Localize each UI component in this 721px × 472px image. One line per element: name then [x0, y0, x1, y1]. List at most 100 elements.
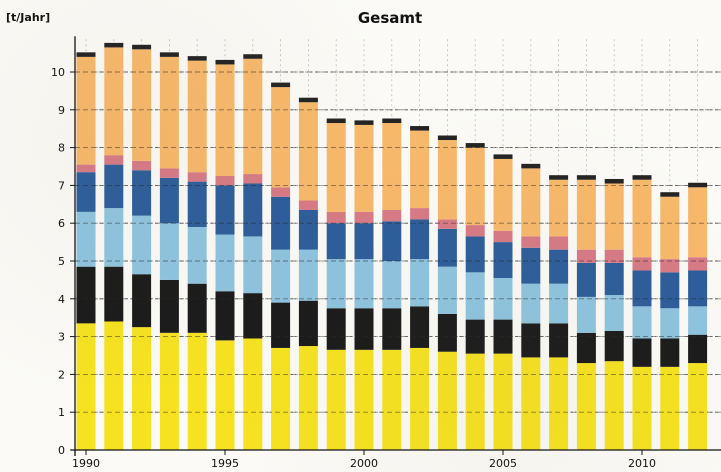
bar-segment	[576, 179, 596, 250]
bar-segment	[298, 97, 318, 103]
bar-segment	[159, 223, 179, 280]
bar-segment	[243, 58, 263, 175]
bar-stack-1998	[298, 97, 318, 450]
bar-segment	[382, 261, 402, 309]
bar-segment	[382, 221, 402, 261]
bar-segment	[549, 283, 569, 324]
bar-segment	[298, 209, 318, 250]
bar-segment	[298, 102, 318, 201]
bar-segment	[660, 366, 680, 450]
bar-segment	[132, 49, 152, 161]
bar-segment	[298, 249, 318, 301]
bar-segment	[437, 228, 457, 267]
bar-segment	[688, 257, 708, 271]
x-tick-label: 1990	[72, 457, 100, 470]
bar-segment	[410, 126, 430, 131]
bar-segment	[271, 347, 291, 450]
bar-segment	[688, 270, 708, 307]
bar-segment	[243, 183, 263, 237]
bar-segment	[632, 366, 652, 450]
bar-segment	[604, 330, 624, 362]
bar-segment	[243, 236, 263, 294]
bar-segment	[354, 308, 374, 350]
bar-segment	[604, 249, 624, 263]
bar-stack-2002	[410, 126, 430, 450]
bar-segment	[104, 47, 124, 156]
bar-stack-2005	[493, 154, 513, 450]
bar-segment	[104, 42, 124, 48]
bar-segment	[187, 172, 207, 182]
bar-segment	[326, 308, 346, 350]
bar-segment	[576, 332, 596, 364]
bar-segment	[243, 54, 263, 59]
bar-segment	[576, 249, 596, 263]
bar-segment	[549, 323, 569, 358]
bar-segment	[326, 259, 346, 309]
bar-segment	[354, 223, 374, 260]
bar-segment	[104, 321, 124, 450]
bar-segment	[521, 357, 541, 450]
bar-stack-1996	[243, 54, 263, 450]
bar-segment	[354, 211, 374, 224]
bar-segment	[549, 179, 569, 237]
bar-stack-2008	[576, 175, 596, 450]
bar-segment	[604, 183, 624, 250]
bar-segment	[382, 349, 402, 450]
bar-segment	[549, 236, 569, 250]
bar-segment	[132, 215, 152, 275]
bar-segment	[521, 168, 541, 237]
bar-segment	[76, 323, 96, 450]
bar-segment	[104, 208, 124, 267]
bar-segment	[660, 259, 680, 273]
bar-stack-1991	[104, 42, 124, 450]
bar-stack-2006	[521, 163, 541, 450]
bar-stack-1992	[132, 44, 152, 450]
bar-stack-2003	[437, 135, 457, 450]
bar-stack-1997	[271, 82, 291, 450]
bar-segment	[632, 306, 652, 339]
bar-segment	[271, 196, 291, 250]
bar-stack-1994	[187, 56, 207, 450]
y-tick-label: 4	[58, 293, 65, 306]
bar-segment	[326, 211, 346, 224]
bar-segment	[326, 123, 346, 212]
bar-segment	[632, 338, 652, 367]
bar-segment	[604, 361, 624, 450]
bar-segment	[576, 296, 596, 333]
bar-segment	[132, 44, 152, 50]
bar-segment	[410, 219, 430, 260]
bar-segment	[382, 123, 402, 210]
bar-segment	[410, 259, 430, 307]
bar-segment	[688, 334, 708, 364]
bar-segment	[298, 200, 318, 210]
bar-segment	[132, 170, 152, 216]
bar-segment	[410, 306, 430, 348]
bar-segment	[521, 283, 541, 324]
bar-segment	[688, 187, 708, 258]
y-tick-label: 9	[58, 104, 65, 117]
bar-stacks	[76, 42, 708, 450]
bar-segment	[465, 272, 485, 320]
bar-segment	[437, 219, 457, 229]
bar-segment	[159, 177, 179, 224]
bar-stack-1995	[215, 59, 235, 450]
bar-segment	[271, 249, 291, 303]
bar-segment	[549, 175, 569, 180]
bar-segment	[159, 52, 179, 57]
bar-segment	[632, 179, 652, 258]
bar-segment	[660, 338, 680, 367]
y-tick-label: 2	[58, 368, 65, 381]
y-tick-label: 8	[58, 142, 65, 155]
bar-stack-1999	[326, 118, 346, 450]
bar-segment	[215, 59, 235, 65]
bar-stack-2001	[382, 118, 402, 450]
chart-title: Gesamt	[358, 9, 422, 27]
bar-segment	[298, 300, 318, 347]
bar-stack-2010	[632, 175, 652, 450]
bar-segment	[104, 266, 124, 322]
bar-segment	[604, 262, 624, 296]
y-tick-label: 0	[58, 444, 65, 457]
bar-segment	[632, 175, 652, 180]
bar-segment	[159, 168, 179, 178]
bar-segment	[76, 266, 96, 324]
